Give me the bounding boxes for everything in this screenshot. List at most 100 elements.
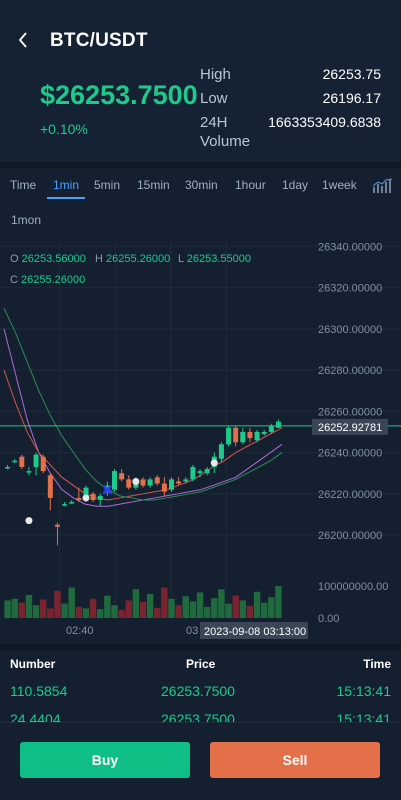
volume-bar <box>104 595 111 618</box>
volume-bar <box>189 601 197 618</box>
candle-body <box>54 524 60 527</box>
candle-body <box>169 479 175 490</box>
volume-label-line1: 24H <box>200 114 228 131</box>
candle-body <box>83 487 89 500</box>
candle-body <box>76 497 82 500</box>
buy-button[interactable]: Buy <box>20 742 190 778</box>
trade-marker-dot <box>132 477 140 485</box>
candle-body <box>204 469 210 474</box>
volume-bar <box>82 608 90 618</box>
tab-1day[interactable]: 1day <box>282 178 309 192</box>
volume-bar <box>268 597 275 618</box>
volume-bar <box>47 608 54 618</box>
candle-body <box>126 479 132 488</box>
last-price: $26253.7500 <box>40 80 198 110</box>
volume-bar <box>146 594 154 618</box>
volume-bar <box>11 598 18 618</box>
col-price-header: Price <box>186 657 216 671</box>
interval-tabs: Time 1min 5min 15min 30min 1hour 1day 1w… <box>0 168 401 240</box>
trade-marker-dot <box>82 494 90 502</box>
volume-bar <box>4 600 11 618</box>
candle-body <box>247 431 253 439</box>
volume-bar <box>61 603 68 618</box>
moving-average-line <box>3 369 283 501</box>
candle-body <box>12 460 18 463</box>
current-price-box <box>312 418 388 435</box>
volume-bar <box>125 600 132 618</box>
col-time-header: Time <box>363 657 391 671</box>
volume-bar <box>211 598 218 618</box>
active-tab-underline <box>47 197 85 199</box>
candle-body <box>40 456 46 472</box>
chevron-left-icon[interactable] <box>12 28 36 52</box>
candlestick-chart-icon[interactable] <box>372 178 394 194</box>
volume-bar <box>168 598 175 618</box>
volume-label-line2: Volume <box>200 133 251 150</box>
crosshair-time-box <box>200 622 308 639</box>
y-tick-label: 26220.00000 <box>318 489 382 501</box>
volume-bar <box>203 606 211 618</box>
candle-body <box>218 444 224 459</box>
y-tick-label: 26280.00000 <box>318 365 382 377</box>
candle-body <box>26 471 32 473</box>
moving-average-line <box>3 307 283 501</box>
volume-bar <box>68 587 75 618</box>
trade-marker-dot <box>210 459 218 467</box>
current-price-label: 26252.92781 <box>318 422 382 434</box>
candle-body <box>47 475 53 498</box>
volume-bar <box>232 595 239 618</box>
volume-bar <box>275 586 282 618</box>
trade-price: 26253.7500 <box>161 683 235 699</box>
candle-body <box>183 479 189 482</box>
volume-bar <box>175 605 182 618</box>
x-tick-label: 02:40 <box>66 625 94 637</box>
volume-bar <box>161 587 168 618</box>
trade-time: 15:13:41 <box>336 683 392 699</box>
volume-bar <box>39 599 47 618</box>
volume-tick-label: 100000000.00 <box>318 581 388 593</box>
candle-body <box>268 425 274 432</box>
volume-bar <box>132 589 140 618</box>
tab-1min[interactable]: 1min <box>53 178 80 192</box>
volume-bar <box>253 591 261 618</box>
ohlc-open: O 26253.56000 <box>10 253 86 265</box>
volume-value: 1663353409.6838 <box>268 114 381 130</box>
tab-1mon[interactable]: 1mon <box>11 213 42 227</box>
price-chart[interactable]: 26340.00000 26320.00000 26300.00000 26280.0… <box>0 236 401 642</box>
volume-bar <box>239 600 247 618</box>
sell-button[interactable]: Sell <box>210 742 380 778</box>
tab-30min[interactable]: 30min <box>185 178 218 192</box>
candle-body <box>90 493 96 500</box>
tab-15min[interactable]: 15min <box>137 178 170 192</box>
ticker-panel: $26253.7500 +0.10% High 26253.75 Low 261… <box>0 60 401 162</box>
volume-bar <box>154 607 161 618</box>
volume-bar <box>75 606 83 618</box>
candle-body <box>190 467 196 480</box>
tab-1hour[interactable]: 1hour <box>235 178 266 192</box>
volume-bar <box>97 609 104 618</box>
y-tick-label: 26340.00000 <box>318 241 382 253</box>
chart-canvas: 26340.00000 26320.00000 26300.00000 26280.0… <box>0 236 401 639</box>
y-tick-label: 26260.00000 <box>318 406 382 418</box>
tab-1week[interactable]: 1week <box>322 178 357 192</box>
y-tick-label: 26200.00000 <box>318 530 382 542</box>
volume-bar <box>182 596 189 618</box>
tab-5min[interactable]: 5min <box>94 178 121 192</box>
ohlc-low: L 26253.55000 <box>178 253 252 265</box>
volume-bar <box>25 594 33 618</box>
col-number-header: Number <box>10 657 56 671</box>
ohlc-close: C 26255.26000 <box>10 274 86 286</box>
tab-time[interactable]: Time <box>10 178 37 192</box>
candle-body <box>240 431 246 443</box>
volume-tick-label: 0.00 <box>318 613 339 625</box>
divider <box>0 644 401 650</box>
trade-marker-cross <box>102 484 113 495</box>
candle-body <box>5 467 11 469</box>
y-tick-label: 26320.00000 <box>318 283 382 295</box>
trade-number: 110.5854 <box>10 683 68 699</box>
volume-bar <box>260 602 268 618</box>
high-label: High <box>200 66 231 83</box>
crosshair-time-label: 2023-09-08 03:13:00 <box>204 626 306 638</box>
volume-bar <box>89 598 97 618</box>
volume-bar <box>111 605 118 618</box>
